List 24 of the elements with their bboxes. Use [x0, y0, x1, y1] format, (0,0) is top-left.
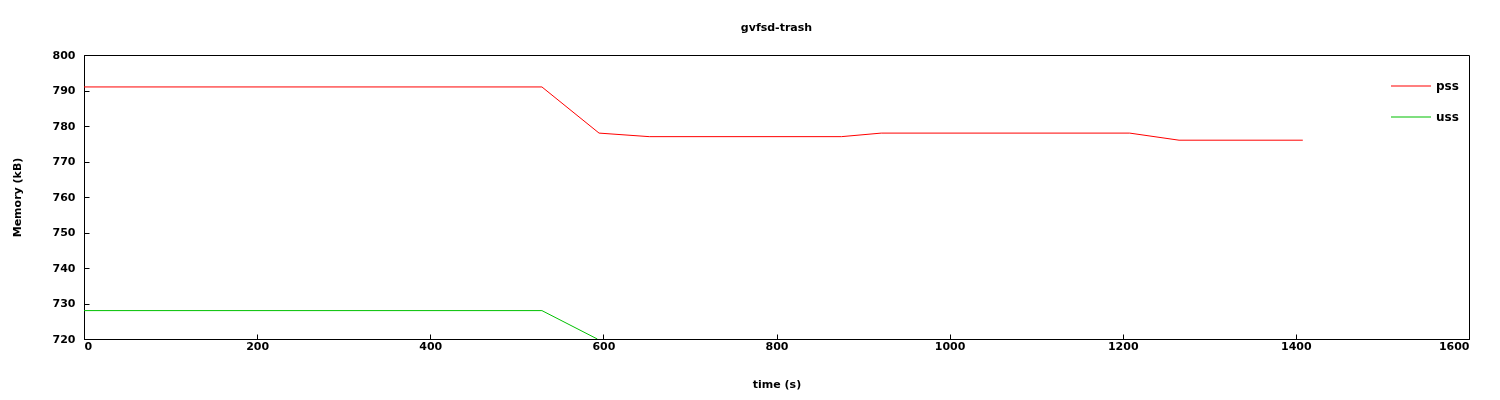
x-tick-label: 1200: [1107, 339, 1139, 353]
y-tick-label: 740: [52, 261, 76, 275]
y-tick-label: 800: [52, 48, 76, 62]
y-axis-title: Memory (kB): [10, 157, 24, 238]
x-tick-label: 0: [84, 339, 93, 353]
x-tick-label: 400: [419, 339, 443, 353]
y-tick-label: 730: [52, 297, 76, 310]
x-tick-label: 200: [246, 339, 270, 353]
y-tick-label: 790: [52, 84, 76, 97]
x-tick-label: 1600: [1438, 339, 1470, 353]
line-series: [84, 86, 1304, 141]
y-tick-label: 750: [52, 226, 76, 239]
legend-label: pss: [1436, 79, 1459, 93]
chart-title: gvfsd-trash: [740, 21, 813, 34]
x-tick-label: 800: [765, 339, 789, 353]
y-tick-label: 760: [52, 190, 76, 204]
legend-label: uss: [1436, 110, 1459, 124]
y-tick-label: 720: [52, 332, 76, 346]
x-axis-title: time (s): [752, 377, 802, 391]
x-tick-label: 1400: [1281, 339, 1313, 353]
x-tick-label: 600: [592, 339, 616, 353]
x-tick-label: 1000: [934, 339, 966, 353]
y-tick-label: 770: [52, 155, 76, 168]
y-tick-label: 780: [52, 119, 76, 133]
